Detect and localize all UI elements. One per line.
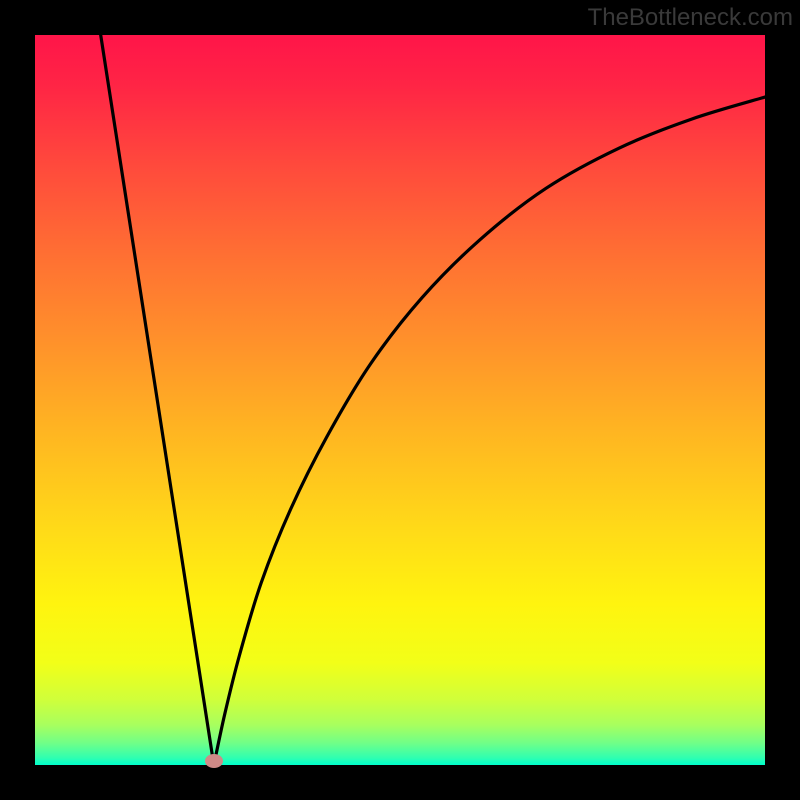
plot-area — [35, 35, 765, 765]
watermark-text: TheBottleneck.com — [588, 4, 793, 32]
bottleneck-curve — [35, 35, 765, 765]
optimal-point-marker — [205, 754, 223, 768]
chart-frame: TheBottleneck.com — [0, 0, 800, 800]
